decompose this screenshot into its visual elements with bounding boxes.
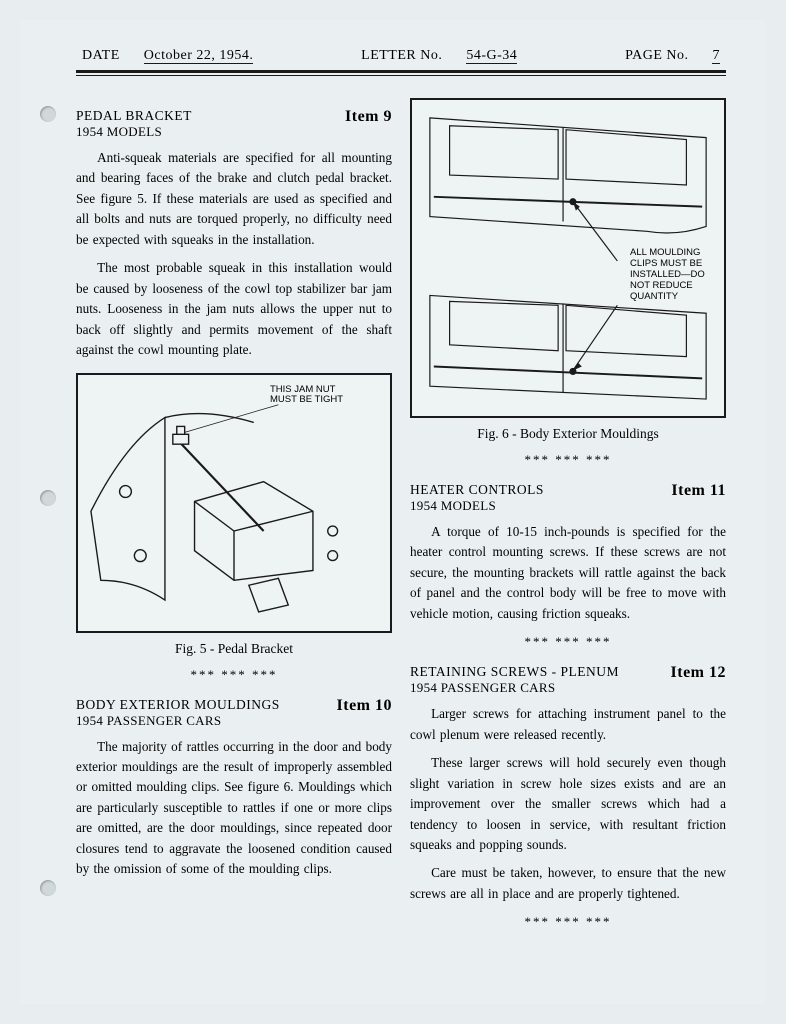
binder-hole <box>40 490 56 506</box>
item9-head: PEDAL BRACKET 1954 MODELS Item 9 <box>76 108 392 148</box>
figure-6: ALL MOULDING CLIPS MUST BE INSTALLED—DO … <box>410 98 726 418</box>
item12-head: RETAINING SCREWS - PLENUM 1954 PASSENGER… <box>410 664 726 704</box>
fig5-caption: Fig. 5 - Pedal Bracket <box>76 641 392 657</box>
binder-hole <box>40 880 56 896</box>
item9-p1: Anti-squeak materials are specified for … <box>76 148 392 250</box>
fig5-callout: THIS JAM NUT MUST BE TIGHT <box>270 385 350 407</box>
item10-label: Item 10 <box>337 697 392 715</box>
item11-p1: A torque of 10-15 inch-pounds is specifi… <box>410 522 726 624</box>
figure-5: THIS JAM NUT MUST BE TIGHT <box>76 373 392 633</box>
item12-p2: These larger screws will hold securely e… <box>410 753 726 855</box>
item12-label: Item 12 <box>671 664 726 682</box>
document-page: DATE October 22, 1954. LETTER No. 54-G-3… <box>20 20 766 1004</box>
content-columns: PEDAL BRACKET 1954 MODELS Item 9 Anti-sq… <box>76 98 726 944</box>
item10-p1: The majority of rattles occurring in the… <box>76 737 392 880</box>
item11-head: HEATER CONTROLS 1954 MODELS Item 11 <box>410 482 726 522</box>
item9-p2: The most probable squeak in this install… <box>76 258 392 360</box>
item11-label: Item 11 <box>671 482 726 500</box>
binder-hole <box>40 106 56 122</box>
item12-p3: Care must be taken, however, to ensure t… <box>410 863 726 904</box>
date-value: October 22, 1954. <box>144 48 254 64</box>
right-column: ALL MOULDING CLIPS MUST BE INSTALLED—DO … <box>410 98 726 944</box>
item11-subtitle: 1954 MODELS <box>410 498 544 514</box>
header-rule <box>76 75 726 76</box>
letter-value: 54-G-34 <box>466 48 517 64</box>
item10-head: BODY EXTERIOR MOULDINGS 1954 PASSENGER C… <box>76 697 392 737</box>
separator: *** *** *** <box>410 914 726 930</box>
pedal-bracket-drawing <box>86 383 382 620</box>
separator: *** *** *** <box>76 667 392 683</box>
fig6-caption: Fig. 6 - Body Exterior Mouldings <box>410 426 726 442</box>
item12-subtitle: 1954 PASSENGER CARS <box>410 680 619 696</box>
item12-p1: Larger screws for attaching instrument p… <box>410 704 726 745</box>
item11-title: HEATER CONTROLS <box>410 482 544 498</box>
fig6-callout: ALL MOULDING CLIPS MUST BE INSTALLED—DO … <box>630 248 712 303</box>
letter-label: LETTER No. <box>361 48 442 63</box>
page-label: PAGE No. <box>625 48 688 63</box>
page-header: DATE October 22, 1954. LETTER No. 54-G-3… <box>76 48 726 73</box>
item9-label: Item 9 <box>345 108 392 126</box>
item9-title: PEDAL BRACKET <box>76 108 192 124</box>
item9-subtitle: 1954 MODELS <box>76 124 192 140</box>
left-column: PEDAL BRACKET 1954 MODELS Item 9 Anti-sq… <box>76 98 392 944</box>
item12-title: RETAINING SCREWS - PLENUM <box>410 664 619 680</box>
page-value: 7 <box>712 48 720 64</box>
separator: *** *** *** <box>410 452 726 468</box>
item10-subtitle: 1954 PASSENGER CARS <box>76 713 280 729</box>
item10-title: BODY EXTERIOR MOULDINGS <box>76 697 280 713</box>
date-label: DATE <box>82 48 120 63</box>
separator: *** *** *** <box>410 634 726 650</box>
